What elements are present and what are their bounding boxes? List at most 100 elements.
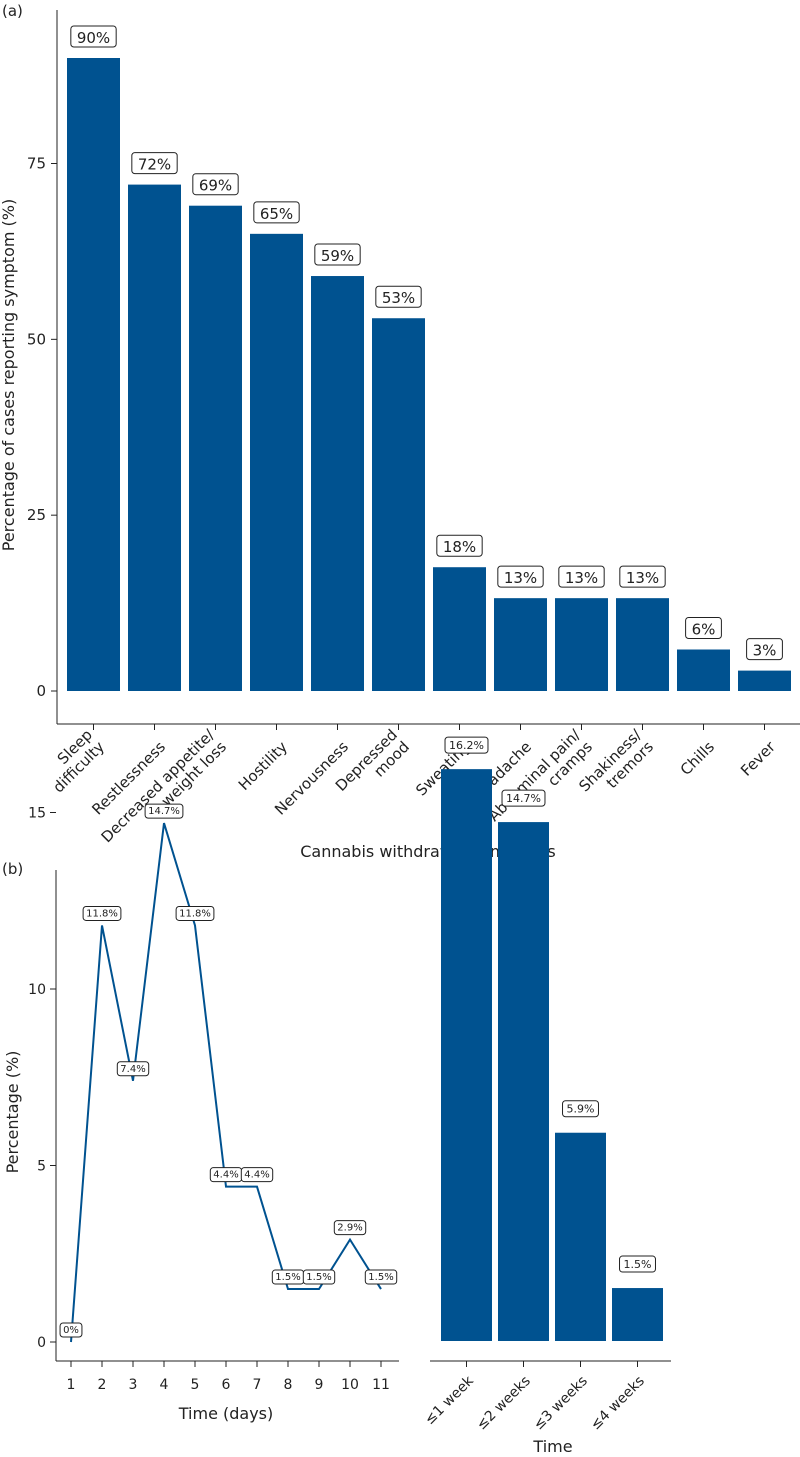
panel-b-x-tick-label: 6 — [222, 1377, 231, 1393]
panel-a-data-label-box — [619, 565, 666, 588]
panel-b-data-label: 0% — [63, 1325, 79, 1336]
panel-b-line-series — [70, 822, 382, 1343]
panel-a-data-label-box — [70, 25, 117, 48]
panel-a-category-text: Depressedmood — [332, 726, 413, 807]
panel-b-x-ticks: 1 2 3 4 5 6 7 8 9 10 11 — [67, 1361, 390, 1393]
panel-b-data-label-group: 4.4% — [240, 1167, 274, 1183]
panel-c-bar — [555, 1132, 606, 1341]
panel-a-data-label: 72% — [138, 156, 171, 174]
panel-a-data-label-group: 3% — [746, 638, 783, 661]
panel-b-data-label: 4.4% — [244, 1170, 269, 1181]
panel-a-ylabel: Percentage of cases reporting symptom (%… — [0, 199, 18, 551]
panel-a-bar — [189, 205, 242, 691]
panel-b-data-label: 2.9% — [337, 1223, 362, 1234]
panel-c-data-label: 14.7% — [506, 792, 541, 805]
panel-b-y-axis-title: Percentage (%) — [3, 1051, 22, 1174]
panel-b-data-label: 1.5% — [306, 1272, 331, 1283]
panel-b-x-tick-label: 2 — [98, 1377, 107, 1393]
panel-a-data-label-box — [253, 201, 300, 224]
panel-c-data-label-box — [444, 736, 489, 754]
panel-a-data-label-box — [314, 243, 361, 266]
panel-b-data-label-group: 1.5% — [302, 1269, 336, 1285]
panel-a-data-label: 65% — [260, 205, 293, 223]
panel-b-x-tick-label: 1 — [67, 1377, 76, 1393]
panel-a-bar — [311, 276, 364, 691]
panel-b-y-ticks: 0 5 10 15 — [28, 806, 56, 1351]
panel-a-data-label-group: 13% — [558, 565, 605, 588]
panel-b-data-label-box — [364, 1269, 398, 1285]
panel-a-category-label: Chills — [677, 738, 718, 779]
panel-a-category-text: Hostility — [235, 738, 291, 794]
panel-c-data-label: 1.5% — [624, 1258, 652, 1271]
panel-b-data-label-box — [82, 905, 122, 921]
panel-b-data-label-group: 1.5% — [271, 1269, 305, 1285]
panel-b-data-label-group: 7.4% — [116, 1061, 150, 1077]
panel-a-data-label-box — [558, 565, 605, 588]
panel-a-data-label: 13% — [626, 569, 659, 587]
panel-a-data-label: 90% — [77, 29, 110, 47]
panel-c-bar — [612, 1288, 663, 1341]
panel-a-bar — [433, 567, 486, 691]
panel-a-data-label-box — [685, 617, 722, 640]
panel-b-y-tick-label: 15 — [28, 806, 46, 822]
panel-b-ylabel: Percentage (%) — [3, 1051, 22, 1174]
panel-a-data-label-group: 90% — [70, 25, 117, 48]
panel-c-category-text: ≤2 weeks — [474, 1373, 534, 1433]
panel-b-x-tick-label: 3 — [129, 1377, 138, 1393]
panel-a-y-tick-label: 75 — [27, 155, 46, 173]
panel-a-bar — [616, 598, 669, 691]
panel-c-category-text: ≤4 weeks — [588, 1373, 648, 1433]
panel-b-x-tick-label: 5 — [191, 1377, 200, 1393]
panel-b-data-label: 1.5% — [275, 1272, 300, 1283]
panel-b-data-label: 4.4% — [213, 1170, 238, 1181]
panel-b-data-label-box — [116, 1061, 150, 1077]
panel-b-y-tick-label: 10 — [28, 982, 46, 998]
panel-a-data-label-group: 65% — [253, 201, 300, 224]
panel-b-data-label-box — [302, 1269, 336, 1285]
panel-a-category-label: Shakiness/tremors — [575, 725, 657, 795]
panel-c-data-label-box — [501, 789, 546, 807]
panel-a-data-label-group: 13% — [619, 565, 666, 588]
panel-a-data-label: 13% — [504, 569, 537, 587]
panel-b-data-label: 1.5% — [368, 1272, 393, 1283]
panel-a-data-label-group: 72% — [131, 152, 178, 175]
panel-a-data-label-box — [192, 173, 239, 196]
panel-b-line-data-labels: 0% 11.8% 7.4% 14.7% 11.8% 4.4% 4.4% 1.5% 1.5% 2.9… — [59, 803, 398, 1338]
panel-a-data-label-box — [746, 638, 783, 661]
panel-a-bar — [372, 318, 425, 691]
panel-b-data-label-box — [175, 905, 215, 921]
panel-b-data-label-group: 11.8% — [175, 905, 215, 921]
panel-b-data-label-group: 0% — [59, 1322, 83, 1338]
panel-b-data-label-group: 14.7% — [144, 803, 184, 819]
panel-c-data-label-group: 16.2% — [444, 736, 489, 754]
panel-a-data-label: 59% — [321, 247, 354, 265]
panel-a-data-label-group: 6% — [685, 617, 722, 640]
panel-b-data-label-group: 4.4% — [209, 1167, 243, 1183]
panel-c-data-label-group: 5.9% — [562, 1100, 599, 1118]
panel-a-data-label-box — [497, 565, 544, 588]
panel-a-data-label: 18% — [443, 538, 476, 556]
panel-c-category-label: ≤1 week — [422, 1372, 478, 1428]
panel-c-data-label-group: 14.7% — [501, 789, 546, 807]
panel-c-bar — [441, 769, 492, 1341]
panel-a-data-label-group: 59% — [314, 243, 361, 266]
panel-b-data-label: 14.7% — [148, 806, 180, 817]
panel-a-category-text: Sleepdifficulty — [37, 726, 108, 797]
panel-c-category-labels: ≤1 week≤2 weeks≤3 weeks≤4 weeks — [422, 1361, 648, 1433]
panel-a-bar — [67, 58, 120, 691]
panel-a-y-tick-label: 25 — [27, 506, 46, 524]
panel-c-bars — [441, 769, 663, 1341]
panel-b-label: (b) — [2, 860, 23, 878]
panel-b-data-label-box — [59, 1322, 83, 1338]
panel-b-data-label: 11.8% — [179, 908, 211, 919]
panel-c-category-label: ≤3 weeks — [531, 1373, 591, 1433]
panel-b-data-label: 11.8% — [86, 908, 118, 919]
panel-a-bar — [128, 184, 181, 691]
panel-a-data-label-box — [436, 534, 483, 557]
panel-a-bar — [738, 670, 791, 691]
panel-a-data-label-group: 13% — [497, 565, 544, 588]
panel-a-data-label: 53% — [382, 289, 415, 307]
panel-b-y-tick-label: 0 — [37, 1335, 46, 1351]
panel-a-data-label-group: 53% — [375, 285, 422, 308]
